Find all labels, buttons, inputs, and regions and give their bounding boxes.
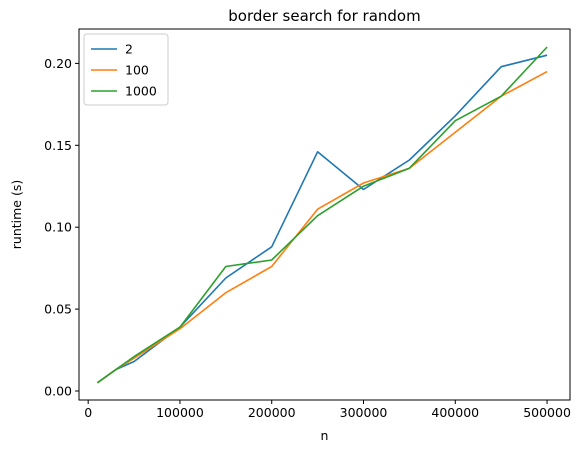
y-axis-title: runtime (s) — [9, 180, 24, 249]
x-axis-ticks: 0 100000 200000 300000 400000 500000 — [84, 400, 571, 420]
x-tick-label: 100000 — [156, 405, 204, 420]
y-tick-label: 0.15 — [44, 138, 72, 153]
series-line-2 — [96, 54, 548, 384]
legend-label-2: 2 — [125, 42, 133, 57]
y-axis-ticks: 0.00 0.05 0.10 0.15 0.20 — [44, 56, 79, 398]
x-axis-title: n — [321, 428, 329, 443]
y-tick-label: 0.20 — [44, 56, 72, 71]
y-tick-label: 0.00 — [44, 383, 72, 398]
y-tick-label: 0.05 — [44, 302, 72, 317]
series-line-1000 — [96, 46, 548, 384]
x-tick-label: 0 — [84, 405, 92, 420]
y-tick-label: 0.10 — [44, 220, 72, 235]
x-tick-label: 300000 — [340, 405, 388, 420]
x-tick-label: 200000 — [248, 405, 296, 420]
legend-label-100: 100 — [125, 63, 149, 78]
legend-label-1000: 1000 — [125, 84, 157, 99]
chart-title: border search for random — [228, 7, 420, 25]
legend-box — [83, 33, 169, 106]
series-group — [96, 46, 548, 384]
x-tick-label: 500000 — [523, 405, 571, 420]
legend: 2 100 1000 — [83, 33, 169, 106]
x-tick-label: 400000 — [431, 405, 479, 420]
